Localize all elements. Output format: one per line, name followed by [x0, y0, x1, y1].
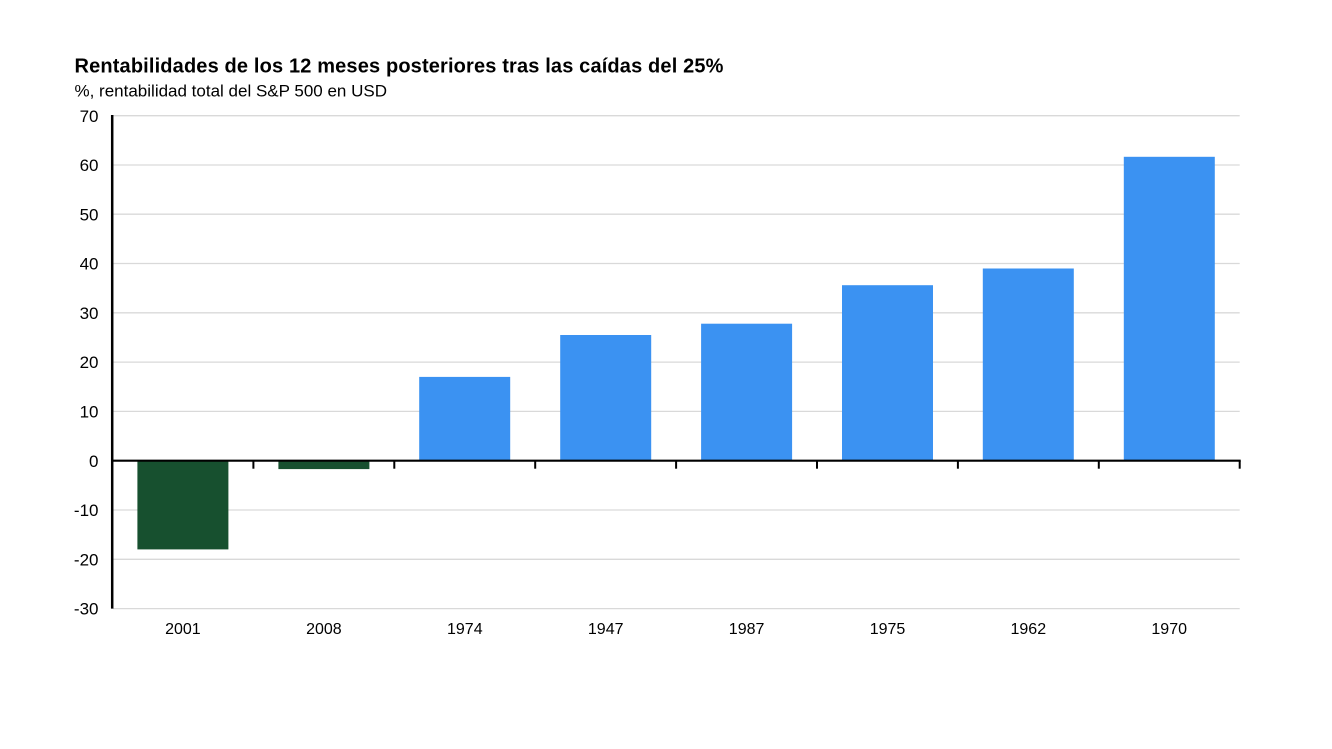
svg-text:2008: 2008 [306, 621, 342, 638]
svg-text:-30: -30 [74, 600, 99, 619]
svg-text:1975: 1975 [870, 621, 906, 638]
svg-text:1974: 1974 [447, 621, 483, 638]
svg-text:20: 20 [80, 353, 99, 372]
svg-text:2001: 2001 [165, 621, 201, 638]
svg-text:Rentabilidades de los 12 meses: Rentabilidades de los 12 meses posterior… [75, 55, 724, 77]
svg-text:40: 40 [80, 255, 99, 274]
svg-text:1987: 1987 [729, 621, 765, 638]
svg-text:-20: -20 [74, 550, 99, 569]
svg-text:1947: 1947 [588, 621, 624, 638]
svg-text:30: 30 [80, 304, 99, 323]
svg-text:10: 10 [80, 403, 99, 422]
svg-text:1962: 1962 [1011, 621, 1047, 638]
svg-text:50: 50 [80, 205, 99, 224]
svg-text:70: 70 [80, 107, 99, 126]
svg-text:-10: -10 [74, 501, 99, 520]
svg-text:1970: 1970 [1151, 621, 1187, 638]
svg-text:0: 0 [89, 452, 98, 471]
svg-text:60: 60 [80, 156, 99, 175]
svg-text:%, rentabilidad total del S&P: %, rentabilidad total del S&P 500 en USD [75, 82, 388, 101]
